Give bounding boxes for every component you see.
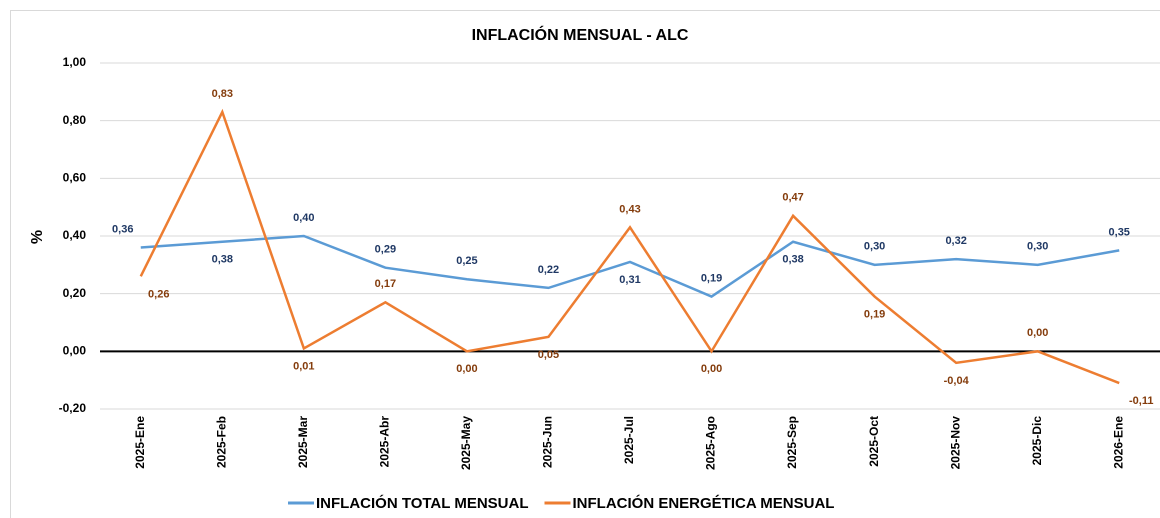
x-tick-label: 2025-Feb [214, 416, 228, 468]
data-label: 0,00 [1027, 327, 1048, 339]
data-label: 0,40 [293, 212, 314, 224]
y-tick-label: 0,00 [63, 344, 87, 358]
x-tick-label: 2025-May [459, 416, 473, 470]
data-label: 0,05 [538, 349, 559, 361]
data-label: -0,04 [944, 375, 970, 387]
data-label: 0,38 [212, 254, 233, 266]
data-label: 0,36 [112, 223, 133, 235]
data-label: 0,26 [148, 288, 169, 300]
data-label: 0,19 [701, 272, 722, 284]
legend-label: INFLACIÓN ENERGÉTICA MENSUAL [573, 494, 835, 512]
data-label: 0,00 [456, 363, 477, 375]
chart-frame [10, 10, 1160, 518]
data-label: 0,38 [782, 254, 803, 266]
x-tick-label: 2025-Sep [785, 416, 799, 469]
x-tick-label: 2025-Nov [948, 416, 962, 470]
y-axis-label: % [29, 230, 46, 244]
y-tick-label: 1,00 [63, 55, 87, 69]
data-label: 0,25 [456, 255, 477, 267]
series-line [140, 234, 1120, 298]
data-label: 0,30 [1027, 241, 1048, 253]
data-label: 0,35 [1109, 226, 1130, 238]
y-tick-label: 0,80 [63, 113, 87, 127]
x-tick-label: 2025-Mar [296, 416, 310, 468]
y-tick-label: 0,60 [63, 171, 87, 185]
series-line [139, 108, 1120, 385]
data-label: 0,32 [945, 235, 966, 247]
x-tick-label: 2025-Ago [704, 416, 718, 470]
legend-label: INFLACIÓN TOTAL MENSUAL [316, 494, 529, 512]
data-label: 0,00 [701, 363, 722, 375]
y-tick-label: 0,40 [63, 228, 87, 242]
x-tick-label: 2025-Ene [133, 416, 147, 469]
x-tick-label: 2025-Dic [1030, 416, 1044, 466]
x-tick-label: 2025-Jul [622, 416, 636, 464]
data-label: 0,83 [212, 88, 233, 100]
data-label: 0,17 [375, 278, 396, 290]
x-tick-label: 2025-Abr [378, 416, 392, 468]
data-label: 0,01 [293, 360, 314, 372]
data-label: 0,47 [782, 192, 803, 204]
x-tick-label: 2025-Oct [867, 416, 881, 467]
data-label: 0,29 [375, 244, 396, 256]
data-label: -0,11 [1129, 395, 1153, 407]
x-tick-label: 2026-Ene [1111, 416, 1125, 469]
data-label: 0,30 [864, 241, 885, 253]
data-label: 0,22 [538, 264, 559, 276]
y-tick-label: 0,20 [63, 286, 87, 300]
data-label: 0,19 [864, 308, 885, 320]
chart-title: INFLACIÓN MENSUAL - ALC [472, 25, 689, 44]
data-label: 0,31 [619, 274, 640, 286]
x-tick-label: 2025-Jun [541, 416, 555, 468]
y-tick-label: -0,20 [59, 401, 87, 415]
data-label: 0,43 [619, 203, 640, 215]
